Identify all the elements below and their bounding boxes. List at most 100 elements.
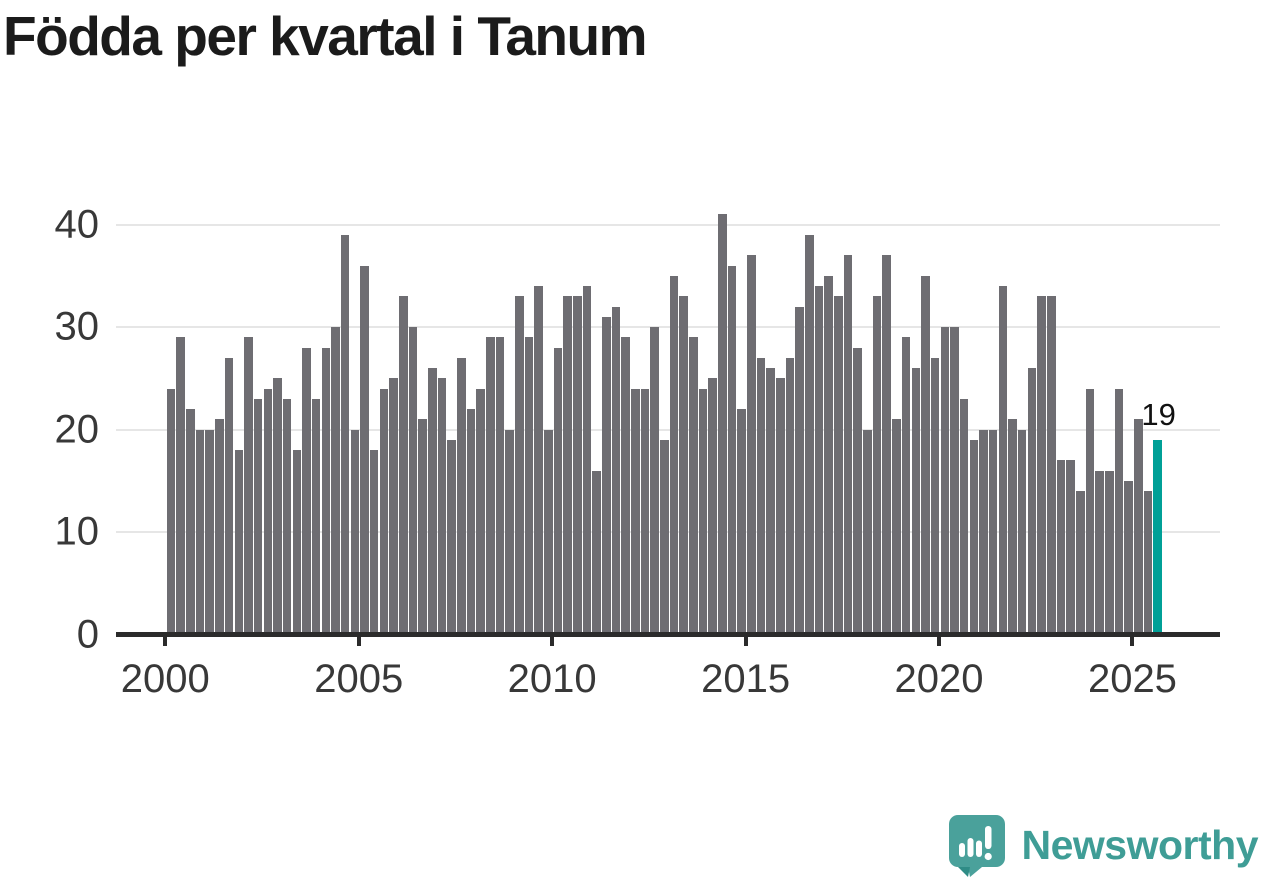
bar bbox=[311, 398, 321, 635]
bar bbox=[437, 378, 447, 635]
bar bbox=[176, 337, 186, 635]
y-axis-tick-label: 0 bbox=[76, 612, 99, 656]
bar bbox=[398, 296, 408, 635]
bar bbox=[302, 347, 311, 635]
y-axis-tick-label: 10 bbox=[54, 509, 100, 554]
bar bbox=[776, 378, 785, 635]
bar bbox=[408, 327, 418, 635]
bar bbox=[340, 234, 350, 635]
bar bbox=[282, 398, 292, 635]
page-title: Födda per kvartal i Tanum bbox=[3, 5, 648, 67]
bar bbox=[602, 316, 611, 635]
bar bbox=[1027, 368, 1037, 635]
bar bbox=[418, 419, 427, 635]
bar bbox=[456, 357, 466, 635]
bar bbox=[1143, 491, 1153, 635]
bar bbox=[669, 275, 679, 635]
bar bbox=[369, 450, 379, 635]
bar bbox=[921, 275, 930, 635]
y-axis-tick-label: 30 bbox=[54, 304, 100, 349]
y-axis-tick-label: 40 bbox=[54, 202, 100, 246]
bar bbox=[205, 429, 215, 635]
bar bbox=[166, 388, 176, 635]
bar bbox=[843, 255, 853, 635]
bar bbox=[892, 419, 901, 635]
bar bbox=[350, 429, 360, 635]
bar bbox=[969, 439, 979, 635]
bar bbox=[582, 286, 592, 635]
bar bbox=[186, 409, 195, 635]
bar bbox=[698, 388, 708, 635]
bar bbox=[379, 388, 389, 635]
bar bbox=[814, 286, 824, 635]
bar bbox=[853, 347, 863, 635]
x-axis-tick-label: 2000 bbox=[120, 657, 210, 701]
brand-name: Newsworthy bbox=[1021, 822, 1259, 868]
bar bbox=[1124, 480, 1133, 635]
last-value-label: 19 bbox=[1141, 396, 1176, 432]
bar bbox=[563, 296, 572, 635]
x-axis-tick-label: 2005 bbox=[314, 657, 404, 701]
x-axis-tick bbox=[356, 636, 361, 646]
bar bbox=[360, 265, 369, 635]
bar bbox=[331, 327, 340, 635]
bar bbox=[495, 337, 505, 635]
newsworthy-logo: Newsworthy bbox=[948, 814, 1259, 877]
bar bbox=[195, 429, 205, 635]
bar bbox=[863, 429, 872, 635]
bar bbox=[650, 327, 659, 635]
bar bbox=[901, 337, 911, 635]
bar bbox=[718, 214, 727, 635]
bar bbox=[631, 388, 640, 635]
x-axis-tick bbox=[743, 636, 748, 646]
highlighted-bar bbox=[1153, 439, 1162, 635]
bar bbox=[959, 398, 969, 635]
bar bbox=[1095, 470, 1104, 635]
bar bbox=[389, 378, 398, 635]
bar bbox=[872, 296, 882, 635]
bar bbox=[795, 306, 805, 635]
x-axis-tick bbox=[163, 636, 168, 646]
bar bbox=[708, 378, 717, 635]
bar bbox=[1085, 388, 1095, 635]
bar bbox=[244, 337, 253, 635]
bar bbox=[930, 357, 940, 635]
bar bbox=[998, 286, 1008, 635]
bar bbox=[292, 450, 302, 635]
bar bbox=[979, 429, 988, 635]
bar bbox=[834, 296, 843, 635]
bar bbox=[679, 296, 688, 635]
bar bbox=[611, 306, 621, 635]
bar bbox=[1133, 419, 1143, 635]
bar bbox=[1066, 460, 1075, 635]
bar bbox=[447, 439, 456, 635]
bar bbox=[785, 357, 795, 635]
bar bbox=[950, 327, 959, 635]
x-axis-tick bbox=[937, 636, 942, 646]
bar bbox=[427, 368, 437, 635]
y-axis-tick-label: 20 bbox=[54, 407, 100, 451]
bar bbox=[1037, 296, 1046, 635]
bar bbox=[1114, 388, 1124, 635]
bar bbox=[1008, 419, 1017, 635]
bar bbox=[1075, 491, 1085, 635]
bar bbox=[505, 429, 514, 635]
bar bbox=[224, 357, 234, 635]
y-gridline bbox=[116, 428, 1220, 431]
newsworthy-speech-bubble-icon bbox=[948, 815, 1005, 877]
bar bbox=[543, 429, 553, 635]
bar bbox=[476, 388, 485, 635]
bar bbox=[805, 234, 814, 635]
x-axis-tick bbox=[1130, 636, 1135, 646]
bar bbox=[766, 368, 776, 635]
bar bbox=[882, 255, 892, 635]
bar bbox=[215, 419, 224, 635]
bar bbox=[747, 255, 756, 635]
bar bbox=[727, 265, 737, 635]
bar bbox=[640, 388, 650, 635]
bar bbox=[621, 337, 630, 635]
bar bbox=[592, 470, 601, 635]
y-gridline bbox=[116, 223, 1220, 226]
